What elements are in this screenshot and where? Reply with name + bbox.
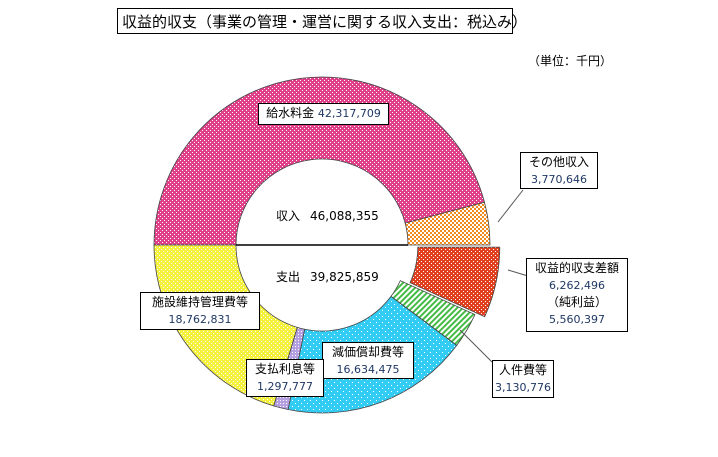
unit-label: （単位：千円）	[528, 54, 613, 68]
slice-name: 給水料金	[266, 106, 315, 120]
expense-total: 支出 39,825,859	[276, 268, 389, 285]
net-profit-label: （純利益）	[546, 295, 607, 309]
label-other-income: その他収入 3,770,646	[520, 152, 598, 189]
leader-line-personnel	[459, 329, 493, 363]
leader-line-other-income	[497, 189, 524, 223]
income-slice-0	[153, 76, 485, 246]
leader-line-balance	[507, 269, 529, 277]
slice-value: 18,762,831	[168, 313, 232, 326]
income-total-value: 46,088,355	[310, 209, 379, 223]
label-interest: 支払利息等 1,297,777	[246, 359, 324, 397]
income-label: 収入	[276, 209, 301, 223]
income-total: 収入 46,088,355	[276, 207, 389, 224]
label-water-charges: 給水料金 42,317,709	[258, 103, 389, 125]
net-profit-value: 5,560,397	[549, 313, 605, 326]
slice-name: 減価償却費等	[331, 345, 404, 359]
label-facility-maintenance: 施設維持管理費等 18,762,831	[140, 292, 260, 330]
slice-name: 人件費等	[498, 363, 547, 377]
expense-slice-0	[409, 246, 501, 318]
slice-name: その他収入	[528, 155, 589, 169]
slice-value: 6,262,496	[549, 279, 605, 292]
expense-total-value: 39,825,859	[310, 270, 379, 284]
slice-value: 3,130,776	[495, 381, 551, 394]
slice-value: 3,770,646	[531, 173, 587, 186]
chart-title: 収益的収支（事業の管理・運営に関する収入支出：税込み）	[117, 8, 527, 34]
label-balance: 収益的収支差額 6,262,496 （純利益） 5,560,397	[526, 258, 628, 332]
expense-label: 支出	[276, 270, 301, 284]
slice-value: 42,317,709	[317, 107, 381, 120]
slice-name: 収益的収支差額	[534, 261, 619, 275]
slice-value: 16,634,475	[336, 363, 400, 376]
slice-name: 施設維持管理費等	[151, 295, 248, 309]
label-depreciation: 減価償却費等 16,634,475	[322, 342, 414, 379]
slice-name: 支払利息等	[254, 362, 315, 376]
slice-value: 1,297,777	[257, 380, 313, 393]
label-personnel: 人件費等 3,130,776	[492, 360, 554, 398]
